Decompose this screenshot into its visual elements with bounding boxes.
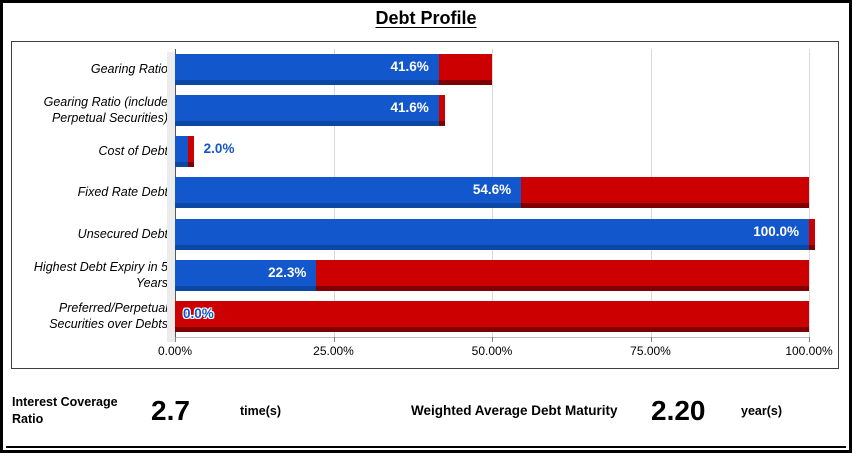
x-axis-labels: 0.00% 25.00% 50.00% 75.00% 100.00% [158, 344, 833, 360]
interest-coverage-unit: time(s) [240, 403, 281, 418]
bar-value-label: 41.6% [390, 100, 429, 115]
tick-50 [492, 337, 493, 342]
gridline-100 [809, 49, 810, 337]
debt-maturity-label-box: Weighted Average Debt Maturity [411, 375, 618, 446]
tick-75 [650, 337, 652, 342]
bar-blue-segment[interactable] [175, 54, 439, 85]
bar-value-label: 41.6% [390, 59, 429, 74]
x-tick-label: 25.00% [313, 344, 354, 358]
category-label: Fixed Rate Debt [77, 184, 168, 199]
category-label: Gearing Ratio [90, 61, 168, 76]
bar-blue-segment[interactable] [175, 177, 522, 208]
bar-row: 100.0% [175, 219, 815, 250]
interest-coverage-value: 2.7 [151, 394, 190, 426]
bar-red-segment[interactable] [316, 260, 809, 291]
bar-red-segment[interactable] [438, 54, 492, 85]
bar-value-label: 22.3% [268, 265, 307, 280]
bar-red-segment[interactable] [809, 219, 815, 250]
x-tick-label: 50.00% [471, 344, 513, 358]
category-label: Preferred/Perpetual Securities over Debt… [49, 300, 168, 331]
category-label: Gearing Ratio (include Perpetual Securit… [43, 94, 168, 125]
bar-red-segment[interactable] [521, 177, 809, 208]
bar-red-segment[interactable] [175, 301, 809, 332]
bar-value-label: 54.6% [472, 182, 512, 197]
interest-coverage-value-box: 2.7 [151, 375, 190, 446]
debt-maturity-unit: year(s) [741, 403, 782, 418]
x-tick-label: 0.00% [157, 344, 193, 358]
bar-blue-segment[interactable] [175, 219, 809, 250]
bar-value-label: 0.0% [183, 306, 214, 321]
category-label: Cost of Debt [98, 143, 168, 158]
bar-value-label: 100.0% [753, 224, 799, 239]
tick-25 [333, 337, 335, 342]
bar-blue-segment[interactable] [175, 95, 439, 126]
bar-row: 41.6% [175, 54, 809, 85]
interest-coverage-label: Interest Coverage Ratio [12, 395, 118, 426]
tick-100 [809, 337, 810, 342]
category-axis: Gearing Ratio Gearing Ratio (include Perp… [16, 49, 168, 337]
3d-wall [167, 52, 175, 342]
bar-value-label: 2.0% [203, 141, 235, 156]
x-tick-label: 75.00% [630, 344, 671, 358]
interest-coverage-label-box: Interest Coverage Ratio [12, 375, 120, 446]
bar-row: 41.6% [175, 95, 809, 126]
chart-area: Gearing Ratio Gearing Ratio (include Perp… [11, 41, 839, 369]
chart-title: Debt Profile [375, 8, 477, 28]
bar-row: 2.0% [175, 136, 809, 167]
interest-coverage-unit-box: time(s) [240, 375, 281, 446]
bar-row: 54.6% [175, 177, 809, 208]
category-label: Unsecured Debt [77, 226, 168, 241]
x-tick-label: 100.00% [785, 344, 833, 358]
bar-row: 0.0% [175, 301, 809, 332]
tick-0 [175, 337, 176, 342]
metrics-footer: Interest Coverage Ratio 2.7 time(s) Weig… [6, 375, 846, 448]
bar-blue-segment[interactable] [175, 136, 188, 167]
debt-maturity-label: Weighted Average Debt Maturity [411, 402, 618, 418]
category-label: Highest Debt Expiry in 5 Years [33, 259, 168, 290]
bar-row: 22.3% [175, 260, 809, 291]
bar-red-segment[interactable] [438, 95, 445, 126]
bar-blue-segment[interactable] [175, 260, 317, 291]
debt-maturity-value: 2.20 [651, 394, 706, 426]
debt-maturity-value-box: 2.20 [651, 375, 706, 446]
debt-maturity-unit-box: year(s) [741, 375, 782, 446]
bar-red-segment[interactable] [187, 136, 194, 167]
plot-area: 41.6% 41.6% 2.0% 54.6% 100.0% 22.3% 0.0% [167, 49, 815, 342]
